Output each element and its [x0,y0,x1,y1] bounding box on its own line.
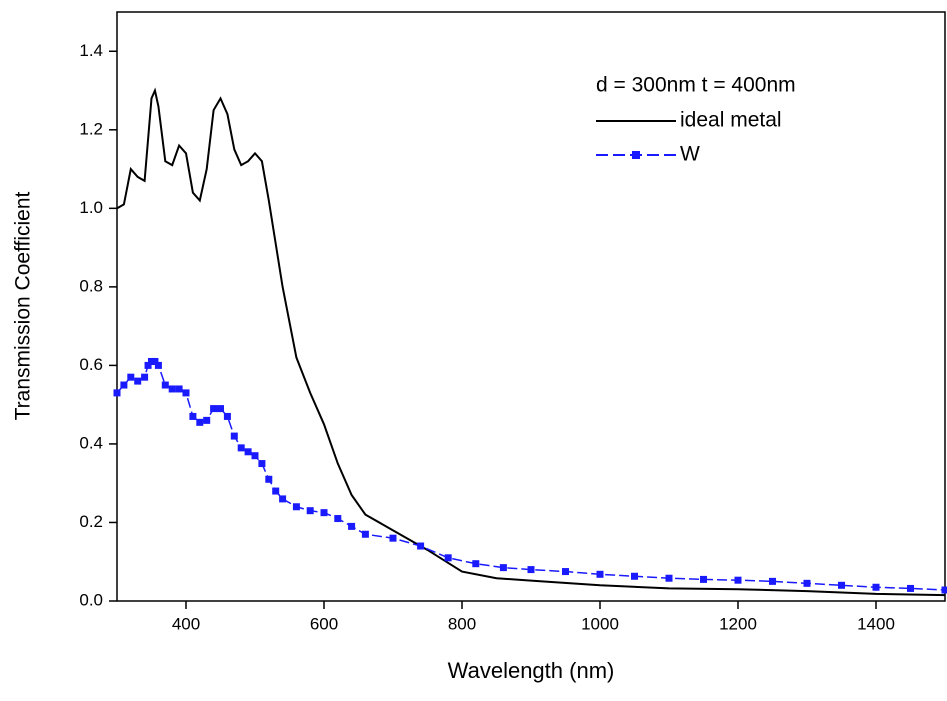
marker [907,585,914,592]
marker [307,507,314,514]
marker [597,571,604,578]
marker [272,488,279,495]
marker [127,374,134,381]
marker [169,385,176,392]
marker [238,444,245,451]
marker [245,448,252,455]
y-axis-label: Transmission Coefficient [12,191,35,420]
marker [666,575,673,582]
marker [141,374,148,381]
marker [224,413,231,420]
marker [804,580,811,587]
marker [562,568,569,575]
x-tick-label: 1200 [719,614,757,633]
y-tick-label: 0.6 [79,355,103,374]
line [117,361,945,590]
marker [210,405,217,412]
y-tick-label: 1.4 [79,41,103,60]
marker [162,382,169,389]
marker [231,433,238,440]
plot-frame [117,12,945,601]
marker [134,378,141,385]
y-tick-label: 0.8 [79,276,103,295]
marker [279,495,286,502]
x-tick-label: 1400 [857,614,895,633]
y-tick-label: 1.2 [79,119,103,138]
marker [196,419,203,426]
marker [500,564,507,571]
y-tick-label: 0.4 [79,433,103,452]
marker [631,573,638,580]
marker [700,576,707,583]
marker [252,452,259,459]
marker [735,577,742,584]
marker [203,417,210,424]
marker [155,362,162,369]
marker [217,405,224,412]
x-tick-label: 1000 [581,614,619,633]
marker [176,385,183,392]
marker [445,554,452,561]
marker [334,515,341,522]
legend-label: W [680,143,700,166]
legend-title: d = 300nm t = 400nm [596,74,796,97]
marker [258,460,265,467]
marker [114,389,121,396]
y-tick-label: 0.0 [79,590,103,609]
y-tick-label: 1.0 [79,198,103,217]
marker [293,503,300,510]
x-tick-label: 600 [310,614,338,633]
marker [390,535,397,542]
x-axis-label: Wavelength (nm) [448,658,615,683]
marker [348,523,355,530]
marker [321,509,328,516]
legend-marker [632,151,640,159]
x-tick-label: 400 [172,614,200,633]
marker [873,584,880,591]
marker [417,543,424,550]
marker [838,582,845,589]
marker [362,531,369,538]
line [117,91,945,596]
marker [528,566,535,573]
marker [120,382,127,389]
x-tick-label: 800 [448,614,476,633]
y-tick-label: 0.2 [79,512,103,531]
marker [472,560,479,567]
marker [769,578,776,585]
marker [183,389,190,396]
legend-label: ideal metal [680,109,782,132]
marker [942,587,947,594]
marker [189,413,196,420]
marker [265,476,272,483]
